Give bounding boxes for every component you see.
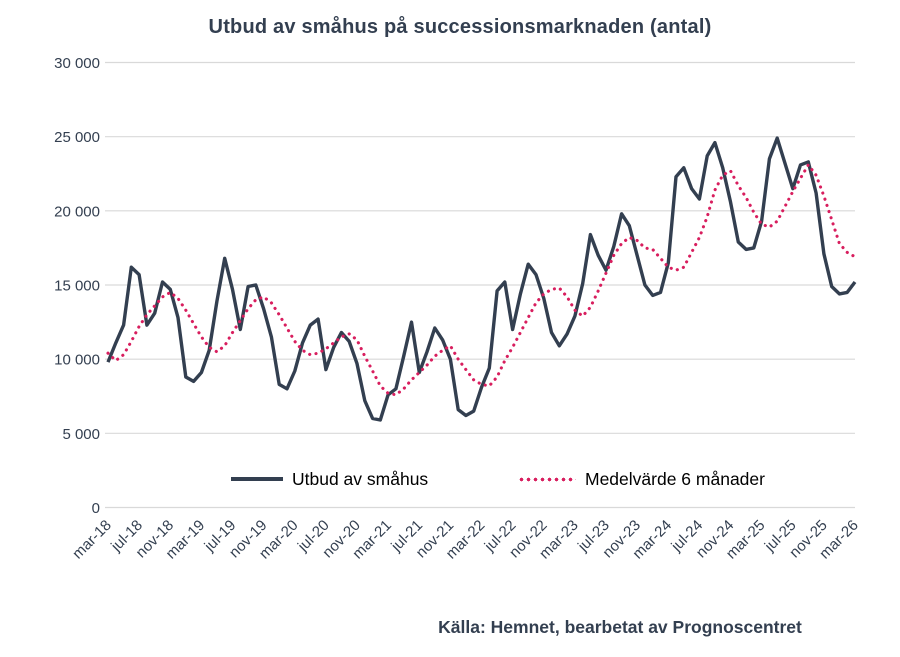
series-line-utbud-av-sm-hus: [106, 136, 857, 422]
legend-item-medelvarde: Medelvärde 6 månader: [518, 466, 765, 492]
series-line-medelv-rde-6-m-nader: [106, 163, 857, 397]
y-axis-tick-label: 25 000: [54, 129, 100, 146]
y-axis-tick-label: 15 000: [54, 278, 100, 295]
source-caption: Källa: Hemnet, bearbetat av Prognoscentr…: [438, 617, 802, 637]
dotted-line-swatch: [518, 476, 576, 482]
solid-line-swatch: [231, 477, 283, 481]
chart-title: Utbud av småhus på successionsmarknaden …: [208, 16, 712, 38]
y-axis-tick-label: 10 000: [54, 352, 100, 369]
chart-legend: Utbud av småhus Medelvärde 6 månader: [0, 466, 900, 492]
x-axis-tick-label: mar-18: [69, 517, 115, 563]
y-axis-tick-label: 20 000: [54, 203, 100, 220]
legend-label-medelvarde: Medelvärde 6 månader: [585, 468, 765, 489]
y-axis-tick-label: 5 000: [62, 426, 100, 443]
y-axis-tick-label: 0: [92, 500, 100, 517]
legend-item-utbud-av-smahus: Utbud av småhus: [231, 466, 428, 492]
legend-label-utbud-av-smahus: Utbud av småhus: [292, 468, 429, 489]
y-axis-tick-label: 30 000: [54, 55, 100, 72]
